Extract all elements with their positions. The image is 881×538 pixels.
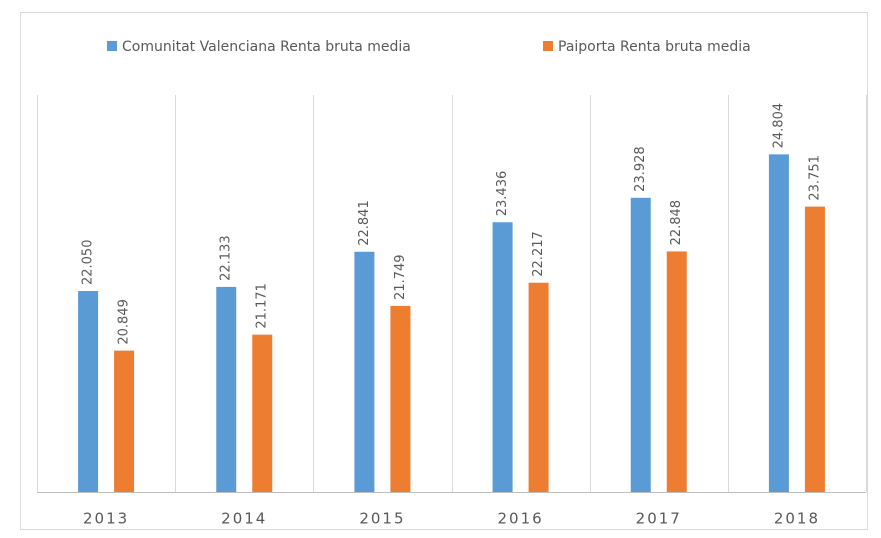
data-label: 23.436 bbox=[495, 171, 510, 217]
bar bbox=[804, 206, 825, 492]
data-label: 22.050 bbox=[81, 240, 96, 286]
bar bbox=[390, 305, 411, 492]
data-label: 21.171 bbox=[255, 283, 270, 329]
data-label: 21.749 bbox=[393, 254, 408, 300]
data-label: 24.804 bbox=[771, 103, 786, 149]
bar bbox=[768, 154, 789, 492]
x-tick-label: 2015 bbox=[359, 510, 405, 528]
bar bbox=[528, 282, 549, 492]
data-label: 23.751 bbox=[807, 155, 822, 201]
legend-label: Comunitat Valenciana Renta bruta media bbox=[122, 39, 411, 55]
data-label: 23.928 bbox=[633, 146, 648, 192]
x-tick-label: 2018 bbox=[774, 510, 820, 528]
bar bbox=[666, 251, 687, 492]
data-label: 22.841 bbox=[357, 200, 372, 246]
data-label: 20.849 bbox=[117, 299, 132, 345]
x-tick-label: 2014 bbox=[221, 510, 267, 528]
bar bbox=[78, 291, 99, 492]
data-label: 22.217 bbox=[531, 231, 546, 277]
bar bbox=[216, 286, 237, 492]
data-label: 22.848 bbox=[669, 200, 684, 246]
x-tick-label: 2017 bbox=[636, 510, 682, 528]
bar bbox=[492, 222, 513, 492]
x-tick-label: 2013 bbox=[83, 510, 129, 528]
bar bbox=[114, 350, 135, 492]
bar bbox=[630, 197, 651, 492]
x-tick-label: 2016 bbox=[497, 510, 543, 528]
bar bbox=[252, 334, 273, 492]
legend-label: Paiporta Renta bruta media bbox=[558, 39, 751, 55]
legend-swatch bbox=[543, 41, 553, 51]
bar bbox=[354, 251, 375, 492]
chart-frame bbox=[20, 12, 868, 530]
legend-swatch bbox=[107, 41, 117, 51]
data-label: 22.133 bbox=[219, 235, 234, 281]
